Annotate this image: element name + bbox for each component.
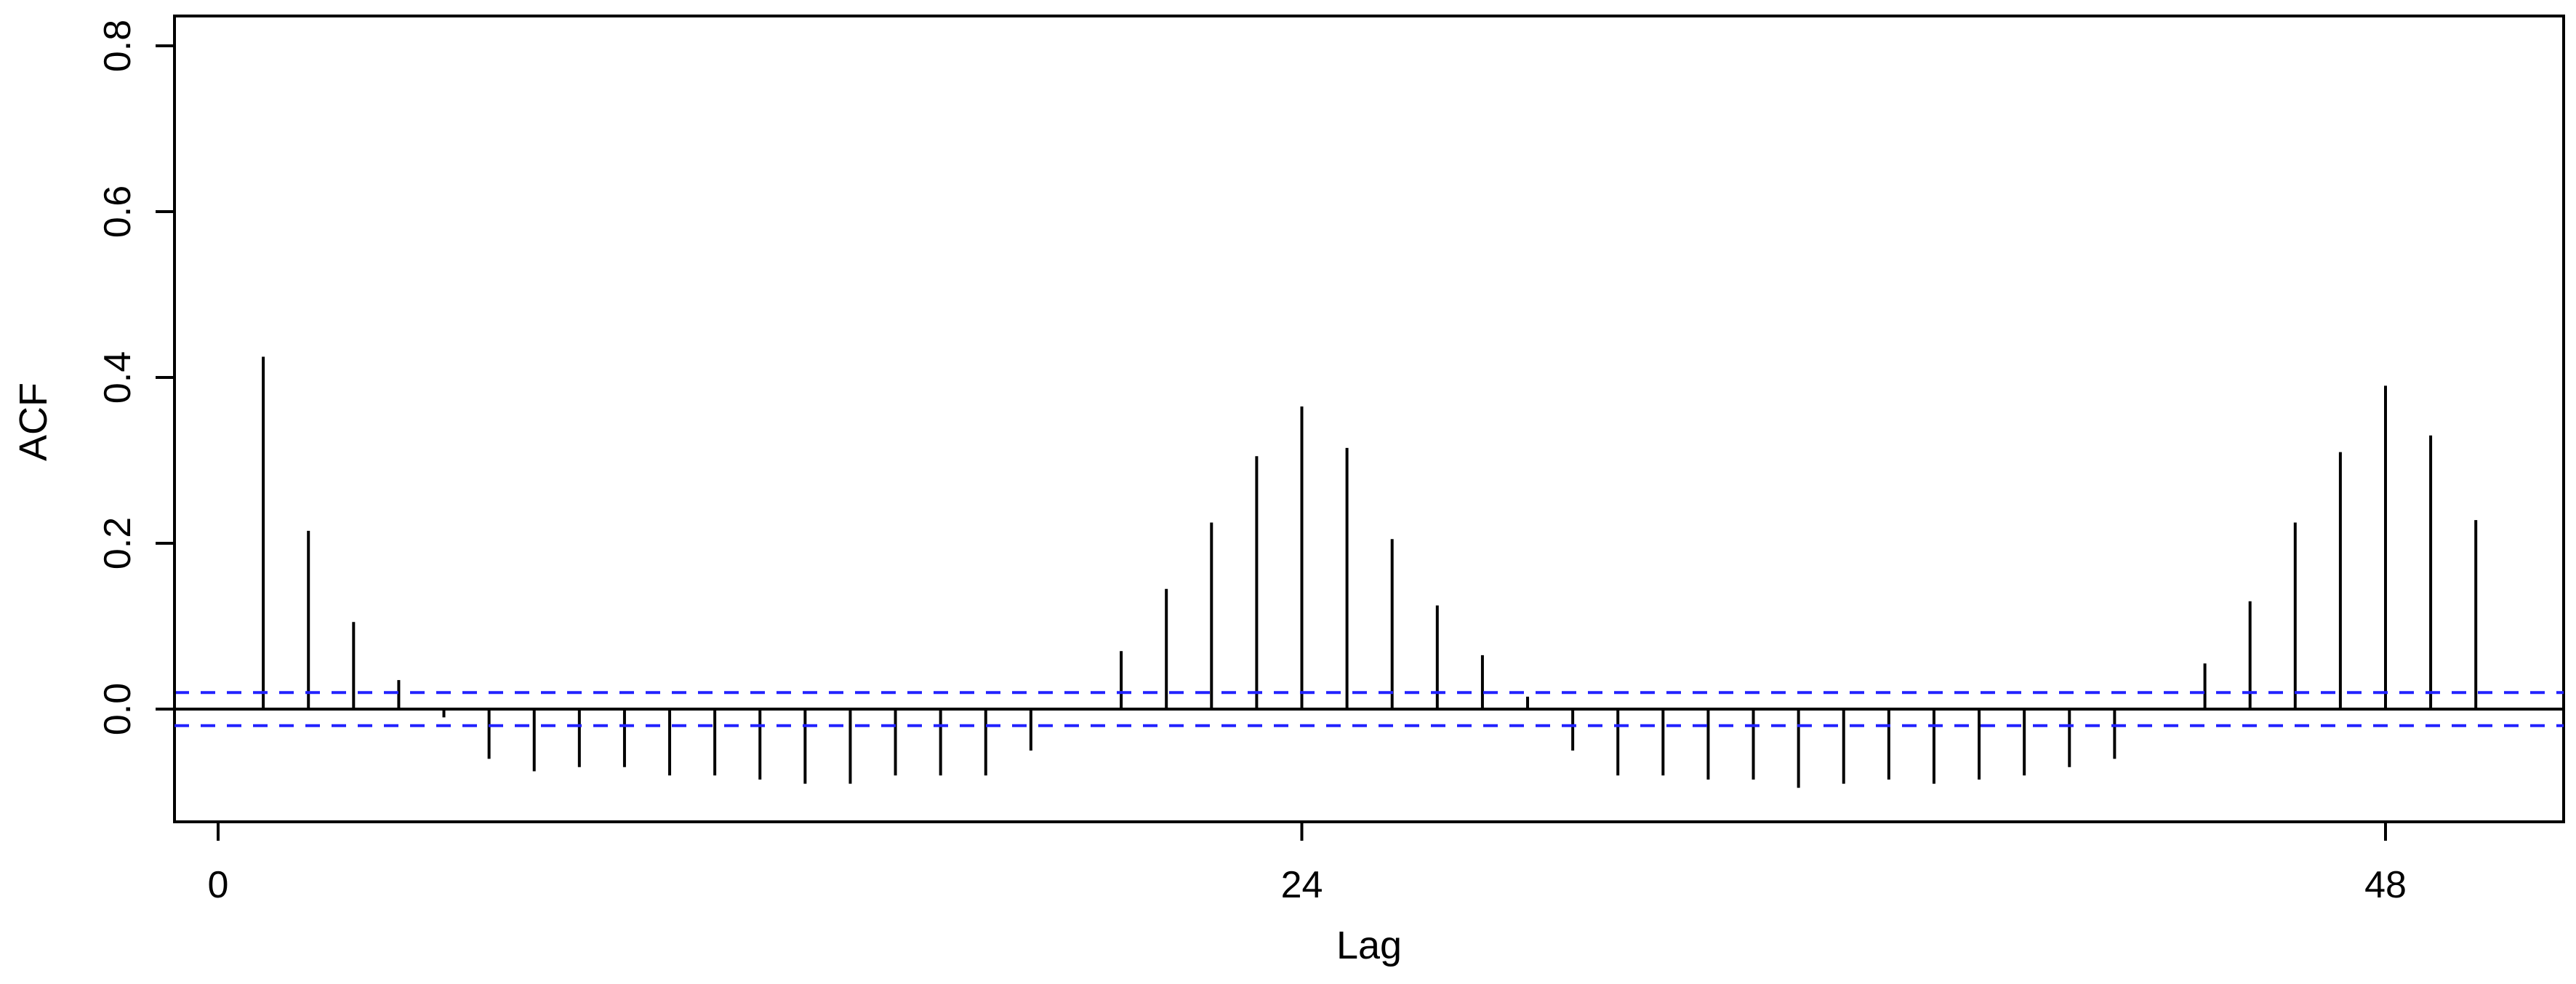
y-tick-label: 0.0 bbox=[97, 683, 139, 735]
x-axis-title: Lag bbox=[1336, 924, 1402, 967]
x-tick-label: 48 bbox=[2364, 864, 2407, 906]
y-axis: 0.0 0.2 0.4 0.6 0.8 bbox=[97, 20, 176, 735]
y-tick-label: 0.2 bbox=[97, 517, 139, 569]
x-tick-label: 0 bbox=[208, 864, 229, 906]
y-tick-label: 0.6 bbox=[97, 185, 139, 238]
x-tick-label: 24 bbox=[1281, 864, 1323, 906]
y-axis-title: ACF bbox=[12, 383, 55, 461]
acf-bars bbox=[262, 356, 2478, 788]
x-axis: 0 24 48 bbox=[208, 820, 2407, 906]
y-tick-label: 0.8 bbox=[97, 20, 139, 72]
y-tick-label: 0.4 bbox=[97, 351, 139, 404]
